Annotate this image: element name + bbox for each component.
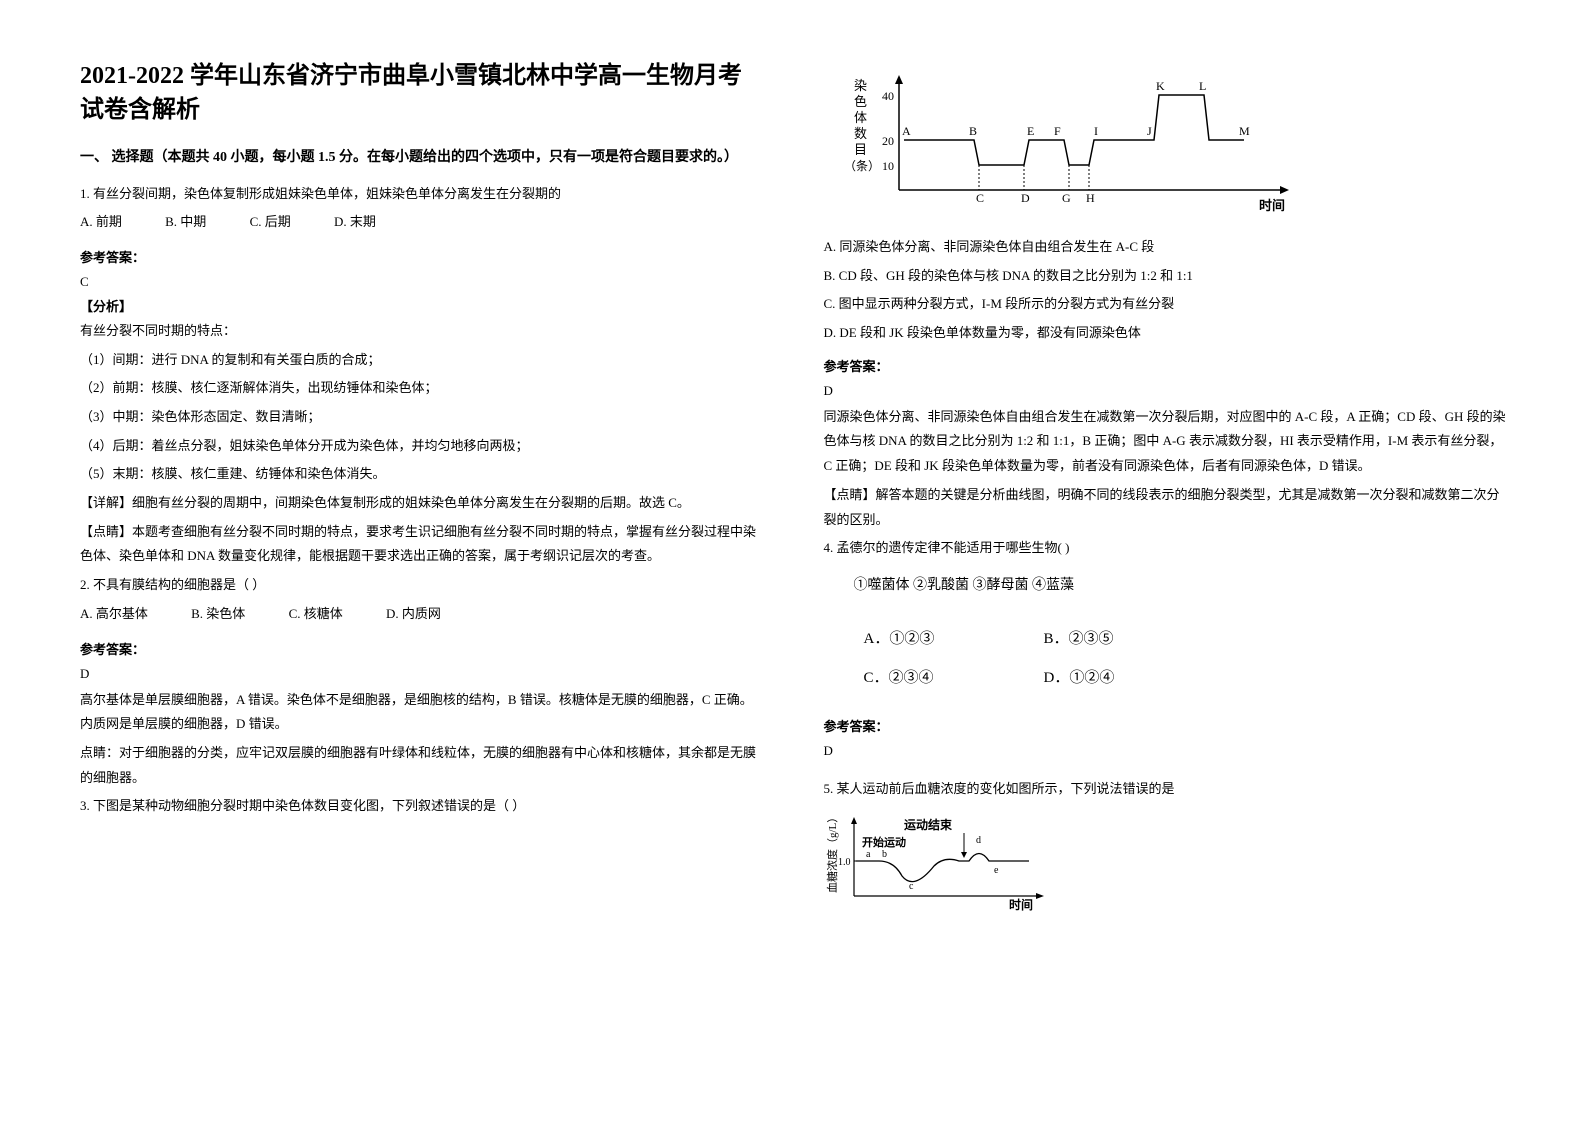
q3-hint: 【点睛】解答本题的关键是分析曲线图，明确不同的线段表示的细胞分裂类型，尤其是减数… — [824, 483, 1508, 532]
c2-xarrow — [1036, 893, 1044, 899]
q1-opt-c: C. 后期 — [250, 214, 291, 229]
ylabel-1: 染 — [854, 78, 867, 93]
q1-a5: （5）末期：核膜、核仁重建、纺锤体和染色体消失。 — [80, 462, 764, 487]
section-header: 一、 选择题（本题共 40 小题，每小题 1.5 分。在每小题给出的四个选项中，… — [80, 147, 764, 169]
q1-answer-label: 参考答案： — [80, 247, 764, 266]
q1-a3: （3）中期：染色体形态固定、数目清晰； — [80, 405, 764, 430]
q1-a4: （4）后期：着丝点分裂，姐妹染色单体分开成为染色体，并均匀地移向两极； — [80, 434, 764, 459]
q1-analysis-intro: 有丝分裂不同时期的特点： — [80, 319, 764, 344]
q4-items: ①噬菌体 ②乳酸菌 ③酵母菌 ④蓝藻 — [854, 571, 1508, 602]
q4-answer-label: 参考答案： — [824, 716, 1508, 735]
c2-start-label: 开始运动 — [862, 835, 906, 849]
ylabel-4: 数 — [854, 126, 867, 141]
q3-opt-d: D. DE 段和 JK 段染色单体数量为零，都没有同源染色体 — [824, 321, 1508, 346]
right-column: 染 色 体 数 目 （条） 10 20 40 A B C D — [824, 60, 1508, 1062]
seg-j: J — [1147, 124, 1152, 138]
q1-opt-d: D. 末期 — [334, 214, 376, 229]
ylabel-5: 目 — [854, 142, 867, 157]
q2-answer: D — [80, 666, 764, 682]
c2-xlabel: 时间 — [1009, 897, 1033, 911]
q3-opt-c: C. 图中显示两种分裂方式，I-M 段所示的分裂方式为有丝分裂 — [824, 292, 1508, 317]
q4-opt-c: C．②③④ — [864, 659, 1044, 698]
q5-chart: 血糖浓度（g/L） 1.0 运动结束 开始运动 a b c d e 时间 — [824, 811, 1508, 916]
seg-h: H — [1086, 191, 1095, 205]
c2-pt-e: e — [994, 865, 999, 876]
c2-ytick: 1.0 — [838, 857, 851, 868]
q5-text: 5. 某人运动前后血糖浓度的变化如图所示，下列说法错误的是 — [824, 777, 1508, 802]
document-title: 2021-2022 学年山东省济宁市曲阜小雪镇北林中学高一生物月考试卷含解析 — [80, 60, 764, 127]
q2-opt-d: D. 内质网 — [386, 606, 441, 621]
seg-f: F — [1054, 124, 1061, 138]
c2-pt-d: d — [976, 835, 981, 846]
q2-opt-c: C. 核糖体 — [289, 606, 343, 621]
q2-opt-b: B. 染色体 — [191, 606, 245, 621]
seg-b: B — [969, 124, 977, 138]
q1-detail: 【详解】细胞有丝分裂的周期中，间期染色体复制形成的姐妹染色单体分离发生在分裂期的… — [80, 491, 764, 516]
blood-sugar-chart-svg: 血糖浓度（g/L） 1.0 运动结束 开始运动 a b c d e 时间 — [824, 811, 1064, 911]
seg-i: I — [1094, 124, 1098, 138]
q1-hint: 【点睛】本题考查细胞有丝分裂不同时期的特点，要求考生识记细胞有丝分裂不同时期的特… — [80, 520, 764, 569]
q3-text: 3. 下图是某种动物细胞分裂时期中染色体数目变化图，下列叙述错误的是（ ） — [80, 794, 764, 819]
ytick-20: 20 — [882, 134, 894, 148]
q3-answer-label: 参考答案： — [824, 356, 1508, 375]
q3-chart: 染 色 体 数 目 （条） 10 20 40 A B C D — [844, 70, 1508, 225]
ytick-40: 40 — [882, 89, 894, 103]
y-arrow — [895, 75, 903, 84]
seg-k: K — [1156, 79, 1165, 93]
q1-opt-a: A. 前期 — [80, 214, 122, 229]
q2-options: A. 高尔基体 B. 染色体 C. 核糖体 D. 内质网 — [80, 602, 764, 627]
q2-answer-label: 参考答案： — [80, 639, 764, 658]
ytick-10: 10 — [882, 159, 894, 173]
q2-text: 2. 不具有膜结构的细胞器是（ ） — [80, 573, 764, 598]
seg-e: E — [1027, 124, 1034, 138]
chromosome-chart-svg: 染 色 体 数 目 （条） 10 20 40 A B C D — [844, 70, 1304, 220]
seg-m: M — [1239, 124, 1250, 138]
q4-opt-a: A．①②③ — [864, 620, 1044, 659]
c2-pt-b: b — [882, 849, 887, 860]
seg-l: L — [1199, 79, 1206, 93]
xlabel: 时间 — [1259, 198, 1285, 213]
q2-opt-a: A. 高尔基体 — [80, 606, 148, 621]
q4-options: A．①②③ B．②③⑤ C．②③④ D．①②④ — [864, 620, 1508, 698]
ylabel-6: （条） — [844, 159, 880, 173]
seg-d: D — [1021, 191, 1030, 205]
c2-top-label: 运动结束 — [904, 817, 953, 832]
q4-text: 4. 孟德尔的遗传定律不能适用于哪些生物( ) — [824, 536, 1508, 561]
chart-line — [904, 95, 1244, 165]
x-arrow — [1280, 186, 1289, 194]
q4-opt-b: B．②③⑤ — [1044, 620, 1224, 659]
c2-yarrow — [851, 817, 857, 824]
q3-analysis: 同源染色体分离、非同源染色体自由组合发生在减数第一次分裂后期，对应图中的 A-C… — [824, 405, 1508, 479]
q3-opt-b: B. CD 段、GH 段的染色体与核 DNA 的数目之比分别为 1:2 和 1:… — [824, 264, 1508, 289]
q2-analysis: 高尔基体是单层膜细胞器，A 错误。染色体不是细胞器，是细胞核的结构，B 错误。核… — [80, 688, 764, 737]
q3-answer: D — [824, 383, 1508, 399]
c2-pt-a: a — [866, 849, 871, 860]
q1-options: A. 前期 B. 中期 C. 后期 D. 末期 — [80, 210, 764, 235]
q2-hint: 点睛：对于细胞器的分类，应牢记双层膜的细胞器有叶绿体和线粒体，无膜的细胞器有中心… — [80, 741, 764, 790]
q1-text: 1. 有丝分裂间期，染色体复制形成姐妹染色单体，姐妹染色单体分离发生在分裂期的 — [80, 182, 764, 207]
q3-opt-a: A. 同源染色体分离、非同源染色体自由组合发生在 A-C 段 — [824, 235, 1508, 260]
q4-answer: D — [824, 743, 1508, 759]
q1-analysis-label: 【分析】 — [80, 296, 764, 315]
c2-end-arrow — [961, 852, 967, 858]
q1-opt-b: B. 中期 — [165, 214, 206, 229]
q1-a1: （1）间期：进行 DNA 的复制和有关蛋白质的合成； — [80, 348, 764, 373]
left-column: 2021-2022 学年山东省济宁市曲阜小雪镇北林中学高一生物月考试卷含解析 一… — [80, 60, 764, 1062]
seg-g: G — [1062, 191, 1071, 205]
ylabel-3: 体 — [854, 110, 867, 125]
seg-a: A — [902, 124, 911, 138]
q1-answer: C — [80, 274, 764, 290]
ylabel-2: 色 — [854, 94, 867, 109]
c2-ylabel: 血糖浓度（g/L） — [825, 812, 839, 893]
q4-opt-d: D．①②④ — [1044, 659, 1224, 698]
c2-pt-c: c — [909, 881, 914, 892]
seg-c: C — [976, 191, 984, 205]
q1-a2: （2）前期：核膜、核仁逐渐解体消失，出现纺锤体和染色体； — [80, 376, 764, 401]
